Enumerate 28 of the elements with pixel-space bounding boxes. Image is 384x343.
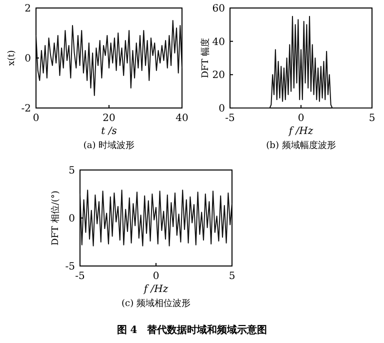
- x-tick-label: 5: [368, 113, 376, 124]
- y-tick-label: 0: [24, 54, 31, 64]
- x-axis-title: f /Hz: [142, 284, 169, 295]
- text: (a) 时域波形: [83, 140, 135, 151]
- y-axis-title: x(t): [7, 50, 17, 66]
- y-tick-label: 0: [68, 214, 75, 224]
- y-tick-label: 2: [24, 4, 31, 14]
- y-tick-label: 5: [68, 166, 75, 176]
- y-tick-label: 0: [218, 104, 225, 114]
- x-tick-label: 0: [32, 113, 40, 124]
- text: (c) 频域相位波形: [122, 298, 190, 309]
- x-tick-label: -5: [225, 113, 235, 124]
- y-tick-label: -2: [21, 104, 31, 114]
- y-tick-label: 20: [212, 70, 225, 82]
- y-tick-label: 40: [212, 36, 225, 48]
- y-axis-title: DFT 幅度: [200, 38, 211, 78]
- x-tick-label: 20: [102, 113, 116, 124]
- x-tick-label: 0: [298, 113, 304, 124]
- y-tick-label: 60: [212, 4, 225, 14]
- x-axis-title: t /s: [101, 126, 117, 137]
- text: (b) 频域幅度波形: [266, 140, 336, 151]
- x-tick-label: 40: [176, 113, 188, 124]
- x-axis-title: f /Hz: [288, 126, 314, 137]
- x-tick-label: 0: [152, 271, 160, 282]
- x-tick-label: 5: [228, 271, 236, 282]
- caption: 图 4 替代数据时域和频域示意图: [116, 324, 268, 336]
- y-axis-title: DFT 相位/(°): [50, 190, 61, 246]
- y-tick-label: -5: [65, 262, 75, 272]
